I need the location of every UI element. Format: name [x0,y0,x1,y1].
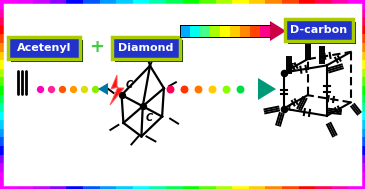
Point [92,88,98,91]
Point [223,88,229,91]
FancyBboxPatch shape [285,19,353,41]
Point [209,88,215,91]
Text: C: C [288,103,295,113]
Point [140,105,146,108]
Point [70,88,76,91]
Text: C: C [146,113,153,123]
FancyBboxPatch shape [112,37,180,59]
FancyBboxPatch shape [11,40,83,62]
Point [181,88,187,91]
Polygon shape [270,21,286,41]
Polygon shape [258,78,276,100]
Text: Diamond: Diamond [118,43,174,53]
Bar [250,25,260,37]
Point [281,107,287,110]
Polygon shape [110,75,124,105]
Text: Acetenyl: Acetenyl [17,43,71,53]
Point [48,88,54,91]
FancyBboxPatch shape [288,22,356,44]
Text: +: + [89,38,104,56]
Bar [220,25,230,37]
Bar [210,25,220,37]
FancyBboxPatch shape [115,40,183,62]
Point [119,94,124,97]
Point [37,88,43,91]
Bar [240,25,250,37]
Bar [230,25,240,37]
Point [195,88,201,91]
Point [281,71,287,74]
Polygon shape [98,83,108,95]
Point [59,88,65,91]
Point [81,88,87,91]
Text: C: C [288,63,295,73]
Text: D-carbon: D-carbon [291,25,347,35]
FancyBboxPatch shape [8,37,80,59]
Bar [260,25,270,37]
Bar [190,25,200,37]
Bar [180,25,190,37]
Point [237,88,243,91]
Point [167,88,173,91]
Text: C: C [126,80,133,90]
Bar [200,25,210,37]
